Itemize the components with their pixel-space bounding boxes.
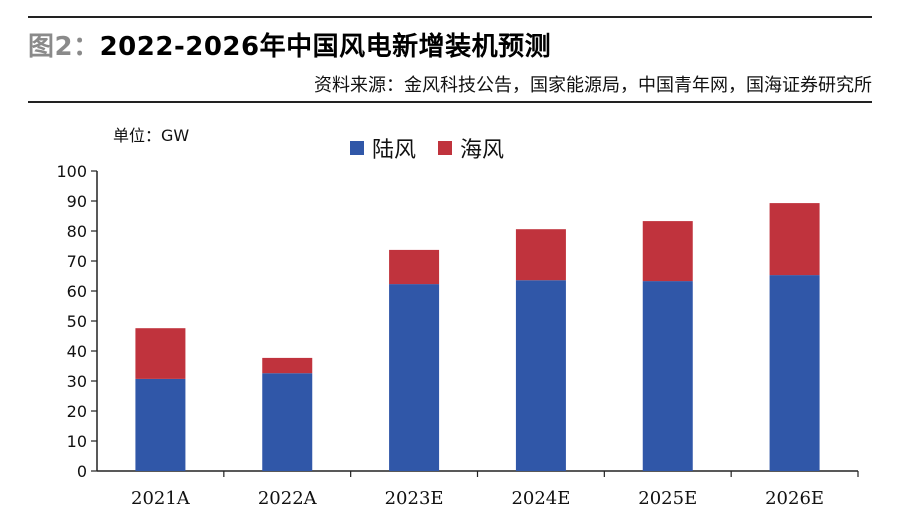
legend-item-onshore: 陆风 <box>350 132 416 164</box>
legend: 陆风 海风 <box>350 132 526 164</box>
x-category-label: 2025E <box>638 488 697 509</box>
bar-onshore-2022A <box>262 373 313 471</box>
x-category-label: 2026E <box>765 488 824 509</box>
y-tick-label: 10 <box>67 432 87 451</box>
y-tick-label: 50 <box>67 312 87 331</box>
legend-swatch-offshore <box>438 141 453 155</box>
bar-onshore-2024E <box>515 280 566 471</box>
header-bottom-rule <box>28 101 872 103</box>
bar-onshore-2025E <box>642 281 693 471</box>
y-tick-label: 0 <box>77 462 87 481</box>
bar-offshore-2022A <box>262 357 313 374</box>
y-tick-label: 100 <box>56 162 87 181</box>
y-tick-label: 90 <box>67 192 87 211</box>
bar-onshore-2021A <box>135 378 186 471</box>
x-category-label: 2021A <box>131 488 191 509</box>
header-top-rule <box>28 16 872 18</box>
figure-label: 图2： <box>28 32 100 62</box>
chart-title: 图2：2022-2026年中国风电新增装机预测 <box>28 26 551 63</box>
bar-offshore-2026E <box>769 203 820 276</box>
y-tick-label: 30 <box>67 372 87 391</box>
y-tick-label: 80 <box>67 222 87 241</box>
bar-offshore-2021A <box>135 328 186 379</box>
x-category-label: 2024E <box>511 488 570 509</box>
y-tick-label: 60 <box>67 282 87 301</box>
y-tick-label: 70 <box>67 252 87 271</box>
bar-onshore-2026E <box>769 275 820 471</box>
legend-item-offshore: 海风 <box>438 132 504 164</box>
legend-swatch-onshore <box>350 141 364 155</box>
bar-offshore-2025E <box>642 221 693 282</box>
unit-label: 单位：GW <box>113 126 190 145</box>
legend-label-offshore: 海风 <box>460 138 505 163</box>
chart-title-text: 2022-2026年中国风电新增装机预测 <box>99 32 552 62</box>
source-note: 资料来源：金风科技公告，国家能源局，中国青年网，国海证券研究所 <box>314 75 872 96</box>
bar-offshore-2024E <box>515 229 566 281</box>
x-category-label: 2022A <box>258 488 318 509</box>
bar-offshore-2023E <box>389 249 440 285</box>
y-tick-label: 20 <box>67 402 87 421</box>
bar-onshore-2023E <box>389 284 440 471</box>
y-tick-label: 40 <box>67 342 87 361</box>
legend-label-onshore: 陆风 <box>372 138 417 163</box>
x-category-label: 2023E <box>385 488 444 509</box>
